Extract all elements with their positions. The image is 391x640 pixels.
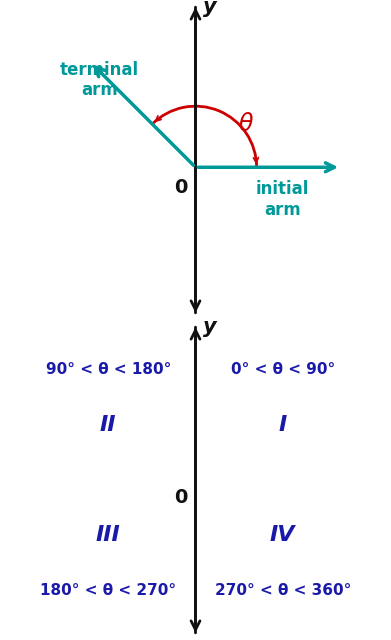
Text: initial
arm: initial arm bbox=[256, 180, 309, 219]
Text: IV: IV bbox=[270, 525, 296, 545]
Text: I: I bbox=[279, 415, 287, 435]
Text: terminal
arm: terminal arm bbox=[60, 61, 139, 99]
Text: y: y bbox=[203, 0, 217, 17]
Text: 90° < θ < 180°: 90° < θ < 180° bbox=[45, 362, 171, 377]
Text: 0: 0 bbox=[174, 488, 188, 507]
Text: II: II bbox=[100, 415, 117, 435]
Text: $\theta$: $\theta$ bbox=[239, 111, 255, 136]
Text: III: III bbox=[96, 525, 120, 545]
Text: 270° < θ < 360°: 270° < θ < 360° bbox=[215, 583, 351, 598]
Text: y: y bbox=[203, 317, 217, 337]
Text: 180° < θ < 270°: 180° < θ < 270° bbox=[40, 583, 176, 598]
Text: 0° < θ < 90°: 0° < θ < 90° bbox=[231, 362, 335, 377]
Text: 0: 0 bbox=[174, 178, 188, 197]
